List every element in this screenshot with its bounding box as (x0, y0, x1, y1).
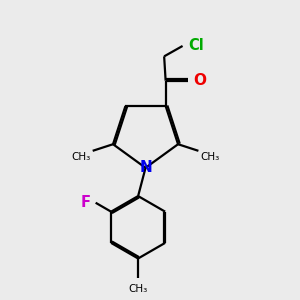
Text: CH₃: CH₃ (71, 152, 90, 162)
Text: CH₃: CH₃ (128, 284, 148, 294)
Text: CH₃: CH₃ (201, 152, 220, 162)
Text: Cl: Cl (188, 38, 204, 53)
Text: N: N (139, 160, 152, 175)
Text: O: O (193, 73, 206, 88)
Text: F: F (81, 195, 91, 210)
